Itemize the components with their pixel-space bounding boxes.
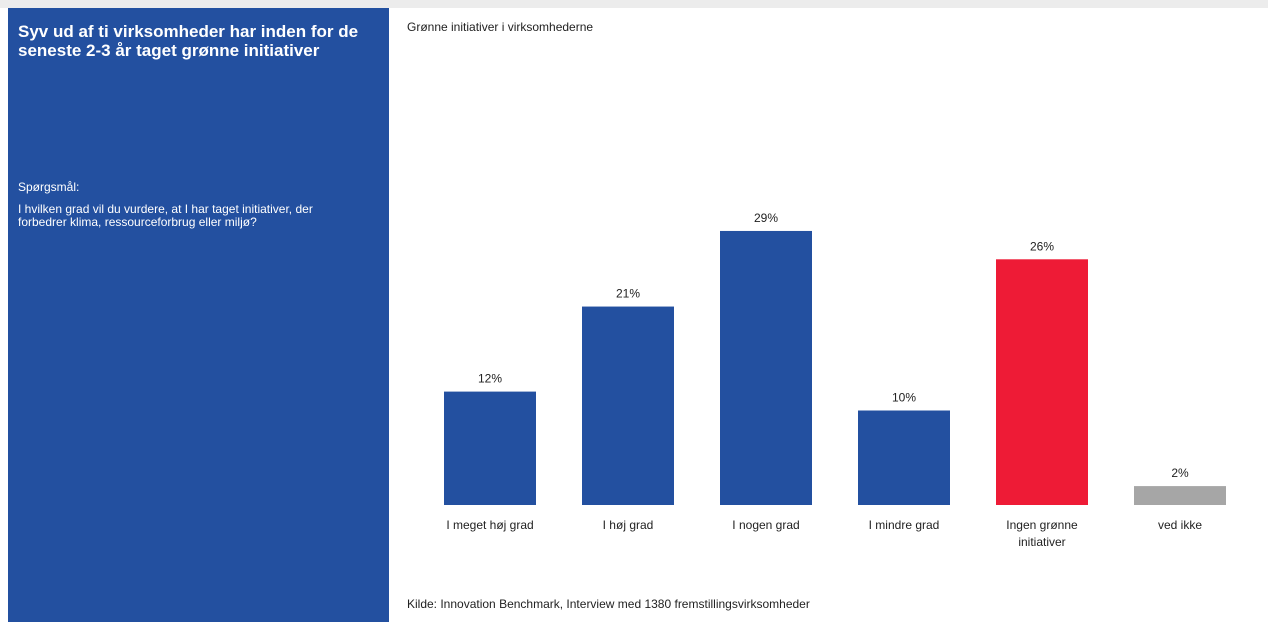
value-label-5: 26% xyxy=(1030,239,1054,253)
category-label-5-line-1: Ingen grønne xyxy=(1006,518,1078,532)
category-label-3: I nogen grad xyxy=(732,518,799,532)
bar-4 xyxy=(858,410,950,505)
bar-5 xyxy=(996,259,1088,505)
question-label: Spørgsmål: xyxy=(18,180,80,194)
value-label-6: 2% xyxy=(1171,466,1189,480)
bar-chart: 12% I meget høj grad 21% I høj grad 29% I nog… xyxy=(444,211,1226,549)
category-label-4: I mindre grad xyxy=(869,518,940,532)
top-strip xyxy=(0,0,1268,8)
bar-1 xyxy=(444,391,536,505)
category-label-5-line-2: initiativer xyxy=(1018,535,1065,549)
value-label-3: 29% xyxy=(754,211,778,225)
source-note: Kilde: Innovation Benchmark, Interview m… xyxy=(407,597,810,611)
category-label-2: I høj grad xyxy=(603,518,654,532)
value-label-1: 12% xyxy=(478,372,502,386)
category-label-1: I meget høj grad xyxy=(446,518,533,532)
headline: Syv ud af ti virksomheder har inden for … xyxy=(18,22,359,60)
question-text: I hvilken grad vil du vurdere, at I har … xyxy=(18,202,313,229)
category-label-6: ved ikke xyxy=(1158,518,1202,532)
sidebar-panel: Syv ud af ti virksomheder har inden for … xyxy=(8,8,389,622)
bar-2 xyxy=(582,306,674,505)
bar-6 xyxy=(1134,486,1226,505)
value-label-2: 21% xyxy=(616,287,640,301)
bar-3 xyxy=(720,230,812,505)
value-label-4: 10% xyxy=(892,391,916,405)
chart-title: Grønne initiativer i virksomhederne xyxy=(407,20,594,34)
